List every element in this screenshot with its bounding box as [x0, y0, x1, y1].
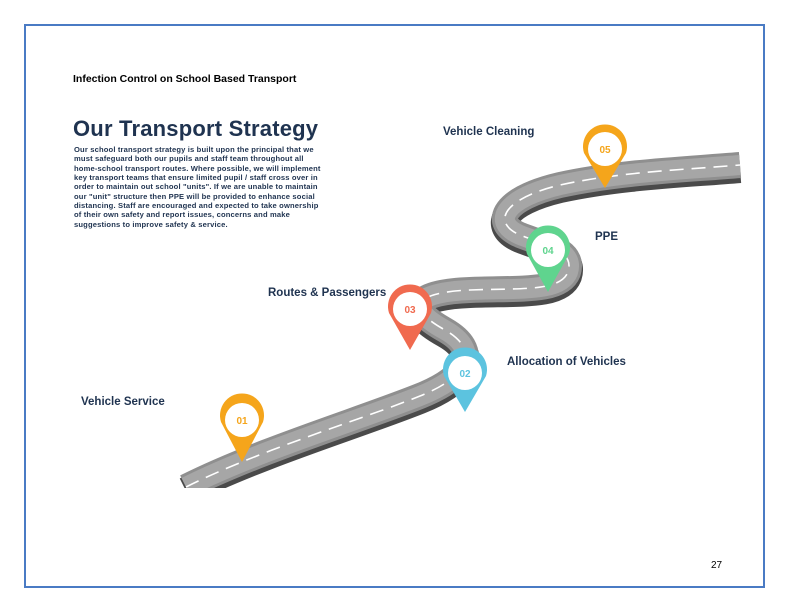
step-label-allocation-of-vehicles: Allocation of Vehicles	[507, 356, 626, 368]
step-label-vehicle-service: Vehicle Service	[81, 396, 165, 408]
pin-number-03: 03	[404, 305, 416, 316]
pin-01: 01	[220, 393, 264, 462]
pin-number-01: 01	[236, 416, 248, 427]
page-frame	[24, 24, 765, 588]
pin-number-05: 05	[599, 145, 611, 156]
pin-02: 02	[443, 347, 487, 412]
strategy-description: Our school transport strategy is built u…	[74, 145, 321, 229]
pin-04: 04	[526, 225, 570, 292]
pin-03: 03	[388, 284, 432, 350]
step-label-ppe: PPE	[595, 231, 619, 243]
page-header: Infection Control on School Based Transp…	[73, 73, 297, 85]
road	[186, 165, 740, 487]
step-label-routes-passengers: Routes & Passengers	[268, 287, 387, 299]
pin-number-02: 02	[459, 369, 471, 380]
pin-number-04: 04	[542, 246, 554, 257]
step-label-vehicle-cleaning: Vehicle Cleaning	[443, 126, 535, 138]
page-title: Our Transport Strategy	[73, 116, 319, 141]
pin-05: 05	[583, 124, 628, 188]
page-number: 27	[711, 560, 723, 571]
